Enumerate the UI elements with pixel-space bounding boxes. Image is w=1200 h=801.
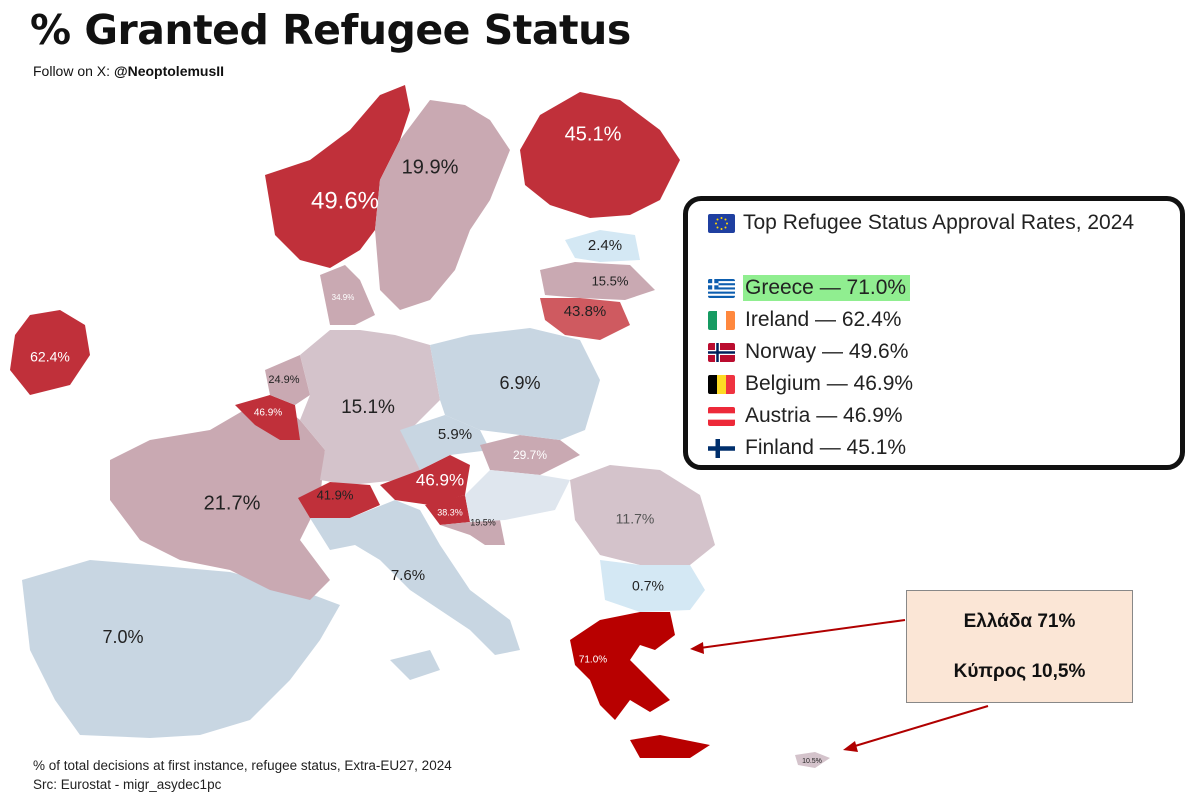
- label-lithuania: 43.8%: [564, 303, 607, 320]
- label-austria: 46.9%: [416, 470, 464, 489]
- label-norway: 49.6%: [311, 187, 379, 214]
- label-belgium: 46.9%: [254, 408, 282, 419]
- follow-handle: @NeoptolemusII: [113, 63, 225, 79]
- label-latvia: 15.5%: [592, 273, 629, 288]
- belgium-flag-icon: [708, 374, 735, 394]
- ranking-row-norway: Norway — 49.6%: [708, 339, 912, 365]
- label-slovakia: 29.7%: [513, 448, 547, 462]
- ranking-row-ireland: Ireland — 62.4%: [708, 307, 905, 333]
- footer-source: Src: Eurostat - migr_asydec1pc: [33, 777, 222, 792]
- ranking-label-ireland: Ireland — 62.4%: [745, 308, 902, 331]
- region-lithuania: [540, 298, 630, 340]
- region-poland: [430, 328, 600, 440]
- label-germany: 15.1%: [341, 397, 395, 418]
- label-switzerland: 41.9%: [317, 487, 354, 502]
- region-estonia: [565, 230, 640, 262]
- ranking-row-greece: Greece — 71.0%: [708, 275, 911, 301]
- label-slovenia: 38.3%: [437, 507, 463, 517]
- region-finland: [520, 92, 680, 218]
- callout-box: Ελλάδα 71% Κύπρος 10,5%: [906, 590, 1133, 703]
- region-romania: [570, 465, 715, 565]
- ranking-row-finland: Finland — 45.1%: [708, 435, 910, 461]
- ranking-row-belgium: Belgium — 46.9%: [708, 371, 917, 397]
- region-slovenia: [425, 495, 470, 525]
- label-italy: 7.6%: [391, 567, 425, 584]
- label-ireland: 62.4%: [30, 349, 70, 365]
- label-bulgaria: 0.7%: [632, 578, 664, 594]
- region-austria: [380, 455, 470, 505]
- callout-greece: Ελλάδα 71%: [963, 611, 1076, 632]
- label-france: 21.7%: [204, 492, 261, 514]
- region-switzerland: [298, 482, 380, 518]
- label-spain: 7.0%: [102, 627, 143, 647]
- follow-prefix: Follow on X:: [33, 63, 114, 79]
- region-sweden: [375, 100, 510, 310]
- finland-flag-icon: [708, 438, 735, 458]
- norway-flag-icon: [708, 342, 735, 362]
- ranking-label-norway: Norway — 49.6%: [745, 340, 909, 363]
- callout-cyprus: Κύπρος 10,5%: [953, 661, 1086, 682]
- region-germany: [300, 330, 440, 485]
- region-slovakia: [480, 435, 580, 475]
- ranking-header-text: Top Refugee Status Approval Rates, 2024: [743, 211, 1135, 234]
- greece-flag-icon: [708, 278, 735, 298]
- region-france: [110, 395, 330, 600]
- region-croatia: [440, 520, 505, 545]
- label-estonia: 2.4%: [588, 237, 622, 254]
- eu-flag-icon: [708, 213, 735, 233]
- label-greece: 71.0%: [579, 655, 607, 666]
- region-spain: [22, 560, 340, 738]
- region-hungary: [465, 470, 570, 522]
- region-cyprus: [795, 752, 830, 768]
- label-croatia: 19.5%: [470, 517, 496, 527]
- label-czechia: 5.9%: [438, 426, 472, 443]
- region-czechia: [400, 415, 490, 470]
- ranking-label-finland: Finland — 45.1%: [745, 436, 907, 459]
- region-latvia: [540, 262, 655, 300]
- ranking-label-austria: Austria — 46.9%: [745, 404, 903, 427]
- region-netherlands: [265, 355, 310, 405]
- ireland-flag-icon: [708, 310, 735, 330]
- region-greece: [570, 612, 710, 758]
- region-belgium: [235, 395, 300, 440]
- follow-line: Follow on X: @NeoptolemusII: [33, 63, 224, 79]
- label-netherlands: 24.9%: [268, 374, 299, 386]
- page-title: % Granted Refugee Status: [30, 6, 631, 54]
- region-italy: [310, 500, 520, 680]
- label-poland: 6.9%: [499, 373, 540, 393]
- region-bulgaria: [600, 560, 705, 612]
- region-denmark: [320, 265, 375, 325]
- ranking-row-austria: Austria — 46.9%: [708, 403, 907, 429]
- label-sweden: 19.9%: [402, 156, 459, 178]
- region-ireland: [10, 310, 90, 395]
- ranking-header: Top Refugee Status Approval Rates, 2024: [708, 211, 1134, 235]
- footer-note: % of total decisions at first instance, …: [33, 758, 452, 773]
- region-norway: [265, 85, 410, 268]
- austria-flag-icon: [708, 406, 735, 426]
- label-romania: 11.7%: [616, 511, 655, 527]
- ranking-label-belgium: Belgium — 46.9%: [745, 372, 914, 395]
- ranking-label-greece: Greece — 71.0%: [743, 275, 911, 301]
- label-cyprus: 10.5%: [802, 758, 822, 765]
- label-denmark: 34.9%: [332, 293, 355, 302]
- label-finland: 45.1%: [565, 123, 622, 145]
- callout-arrows: [690, 619, 989, 752]
- ranking-panel: Top Refugee Status Approval Rates, 2024 …: [683, 196, 1185, 470]
